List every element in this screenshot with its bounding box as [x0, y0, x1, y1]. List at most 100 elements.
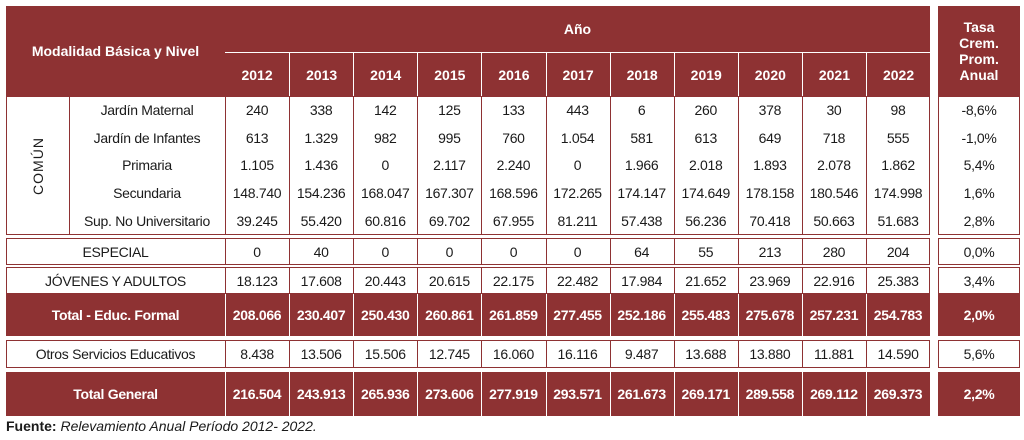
data-cell: 23.969 — [749, 272, 791, 289]
data-cell: 21.652 — [685, 272, 727, 289]
row-header-label: Modalidad Básica y Nivel — [6, 6, 225, 96]
data-cell: 277.919 — [489, 386, 538, 402]
data-cell: 252.186 — [617, 307, 666, 323]
year-header-2019: 2019 — [673, 53, 738, 96]
data-cell: 11.881 — [813, 346, 854, 362]
year-header-2016: 2016 — [481, 53, 545, 96]
data-cell: 0 — [445, 243, 454, 260]
row-label: Secundaria — [113, 185, 181, 202]
row-label: Jardín de Infantes — [93, 129, 201, 146]
data-cell: 261.859 — [489, 307, 538, 323]
data-cell: 1.436 — [304, 157, 338, 174]
data-cell: 338 — [309, 101, 333, 118]
year-header-2022: 2022 — [866, 53, 930, 96]
data-cell: 216.504 — [232, 386, 282, 402]
data-cell: 12.745 — [428, 346, 470, 362]
data-cell: 81.211 — [557, 213, 598, 230]
data-cell: 69.702 — [428, 213, 470, 230]
total-formal-block — [6, 294, 930, 336]
total_formal-label: Total - Educ. Formal — [51, 307, 180, 323]
data-cell: 649 — [758, 129, 782, 146]
rate-header-line: Crem. — [959, 35, 999, 51]
data-cell: 995 — [438, 129, 461, 146]
data-cell: 9.487 — [624, 346, 659, 362]
rate-cell: 2,0% — [963, 307, 995, 323]
data-cell: 718 — [822, 129, 846, 146]
data-cell: 154.236 — [296, 185, 346, 202]
data-cell: 760 — [502, 129, 525, 146]
data-cell: 178.158 — [745, 185, 795, 202]
data-cell: 174.998 — [873, 185, 923, 202]
rate-header-line: Prom. — [959, 51, 999, 67]
enrollment-table: Modalidad Básica y Nivel Año 2012 2013 201… — [6, 6, 1020, 416]
year-header-2014: 2014 — [353, 53, 417, 96]
rate-cell: 1,6% — [963, 185, 995, 202]
data-cell: 6 — [637, 101, 646, 118]
data-cell: 2.117 — [433, 157, 466, 174]
data-cell: 13.688 — [685, 346, 727, 362]
data-cell: 269.373 — [873, 386, 923, 402]
data-cell: 208.066 — [232, 307, 282, 323]
data-cell: 174.649 — [681, 185, 730, 202]
data-cell: 257.231 — [809, 307, 859, 323]
data-cell: 2.240 — [496, 157, 531, 174]
rate-header: Tasa Crem. Prom. Anual — [938, 6, 1020, 96]
source-footer: Fuente: Relevamiento Anual Período 2012-… — [6, 418, 317, 434]
rate-cell: -8,6% — [961, 101, 997, 118]
data-cell: 982 — [374, 129, 397, 146]
data-cell: 16.116 — [557, 346, 598, 362]
data-cell: 60.816 — [364, 213, 406, 230]
data-cell: 261.673 — [617, 386, 666, 402]
data-cell: 40 — [313, 243, 329, 260]
data-cell: 55.420 — [300, 213, 342, 230]
data-cell: 14.590 — [877, 346, 919, 362]
data-cell: 275.678 — [745, 307, 795, 323]
data-cell: 289.558 — [745, 386, 795, 402]
data-cell: 142 — [374, 101, 397, 118]
data-cell: 273.606 — [425, 386, 474, 402]
rate-cell: 2,2% — [963, 386, 995, 402]
data-cell: 581 — [630, 129, 653, 146]
data-cell: 167.307 — [425, 185, 474, 202]
data-cell: 0 — [573, 243, 582, 260]
data-cell: 255.483 — [681, 307, 730, 323]
otros-block — [6, 340, 930, 368]
especial-rate-block — [938, 238, 1020, 265]
data-cell: 243.913 — [296, 386, 346, 402]
data-cell: 230.407 — [296, 307, 346, 323]
comun-label: COMÚN — [29, 136, 46, 195]
data-cell: 55 — [698, 243, 714, 260]
data-cell: 22.175 — [492, 272, 534, 289]
total-general-rate-block — [938, 372, 1020, 416]
comun-rate-block — [938, 96, 1020, 235]
year-header-2013: 2013 — [289, 53, 353, 96]
data-cell: 17.984 — [621, 272, 663, 289]
row-header-text: Modalidad Básica y Nivel — [31, 43, 200, 59]
data-cell: 378 — [758, 101, 782, 118]
year-group-header: Año — [225, 6, 930, 52]
data-cell: 293.571 — [553, 386, 602, 402]
rate-cell: 5,4% — [963, 157, 995, 174]
row-label: Primaria — [122, 157, 172, 174]
data-cell: 98 — [890, 101, 906, 118]
year-header-2018: 2018 — [609, 53, 674, 96]
data-cell: 13.506 — [300, 346, 342, 362]
data-cell: 254.783 — [873, 307, 923, 323]
jovenes-label: JÓVENES Y ADULTOS — [45, 272, 186, 289]
data-cell: 56.236 — [685, 213, 727, 230]
data-cell: 30 — [826, 101, 842, 118]
rate-cell: 5,6% — [963, 346, 995, 362]
data-cell: 1.054 — [560, 129, 595, 146]
data-cell: 265.936 — [360, 386, 410, 402]
data-cell: 20.615 — [428, 272, 470, 289]
rate-cell: -1,0% — [961, 129, 997, 146]
data-cell: 613 — [245, 129, 269, 146]
otros-label: Otros Servicios Educativos — [35, 346, 196, 362]
data-cell: 0 — [381, 243, 389, 260]
data-cell: 0 — [509, 243, 518, 260]
rate-cell: 2,8% — [963, 213, 995, 230]
year-header-2015: 2015 — [417, 53, 481, 96]
data-cell: 148.740 — [232, 185, 282, 202]
data-cell: 2.018 — [688, 157, 723, 174]
data-cell: 51.683 — [877, 213, 919, 230]
